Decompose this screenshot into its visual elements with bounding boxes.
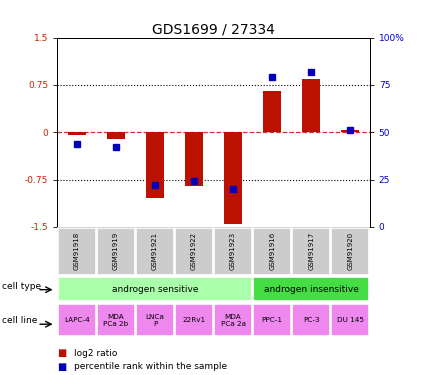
Bar <box>253 278 369 301</box>
Text: ■: ■ <box>57 348 67 358</box>
Bar <box>58 304 96 336</box>
Bar <box>332 304 369 336</box>
Text: LAPC-4: LAPC-4 <box>64 317 90 323</box>
Text: MDA
PCa 2a: MDA PCa 2a <box>221 314 246 327</box>
Bar <box>292 304 330 336</box>
Text: percentile rank within the sample: percentile rank within the sample <box>74 362 227 371</box>
Text: GSM91917: GSM91917 <box>308 232 314 270</box>
Text: androgen insensitive: androgen insensitive <box>264 285 359 294</box>
Bar <box>68 132 86 135</box>
Bar <box>58 228 96 274</box>
Bar <box>97 228 135 274</box>
Bar <box>264 91 281 132</box>
Text: DU 145: DU 145 <box>337 317 364 323</box>
Text: GSM91918: GSM91918 <box>74 232 80 270</box>
Bar <box>214 304 252 336</box>
Bar <box>136 228 174 274</box>
Text: log2 ratio: log2 ratio <box>74 349 118 358</box>
Bar <box>253 304 291 336</box>
Text: GSM91920: GSM91920 <box>347 232 353 270</box>
Bar <box>292 228 330 274</box>
Text: GSM91923: GSM91923 <box>230 232 236 270</box>
Bar <box>214 228 252 274</box>
Bar <box>332 228 369 274</box>
Bar <box>175 228 213 274</box>
Text: GSM91921: GSM91921 <box>152 232 158 270</box>
Text: ■: ■ <box>57 362 67 372</box>
Bar <box>185 132 203 186</box>
Text: MDA
PCa 2b: MDA PCa 2b <box>103 314 129 327</box>
Bar <box>224 132 242 224</box>
Text: cell type: cell type <box>2 282 41 291</box>
Bar <box>341 130 359 132</box>
Bar <box>97 304 135 336</box>
Bar <box>107 132 125 138</box>
Bar <box>136 304 174 336</box>
Text: PC-3: PC-3 <box>303 317 320 323</box>
Text: GSM91919: GSM91919 <box>113 232 119 270</box>
Bar <box>253 228 291 274</box>
Bar <box>58 278 252 301</box>
Bar <box>175 304 213 336</box>
Text: androgen sensitive: androgen sensitive <box>112 285 198 294</box>
Bar <box>303 78 320 132</box>
Text: cell line: cell line <box>2 316 37 325</box>
Text: 22Rv1: 22Rv1 <box>182 317 206 323</box>
Text: GSM91922: GSM91922 <box>191 232 197 270</box>
Title: GDS1699 / 27334: GDS1699 / 27334 <box>152 22 275 36</box>
Text: LNCa
P: LNCa P <box>145 314 164 327</box>
Text: GSM91916: GSM91916 <box>269 232 275 270</box>
Bar <box>146 132 164 198</box>
Text: PPC-1: PPC-1 <box>262 317 283 323</box>
